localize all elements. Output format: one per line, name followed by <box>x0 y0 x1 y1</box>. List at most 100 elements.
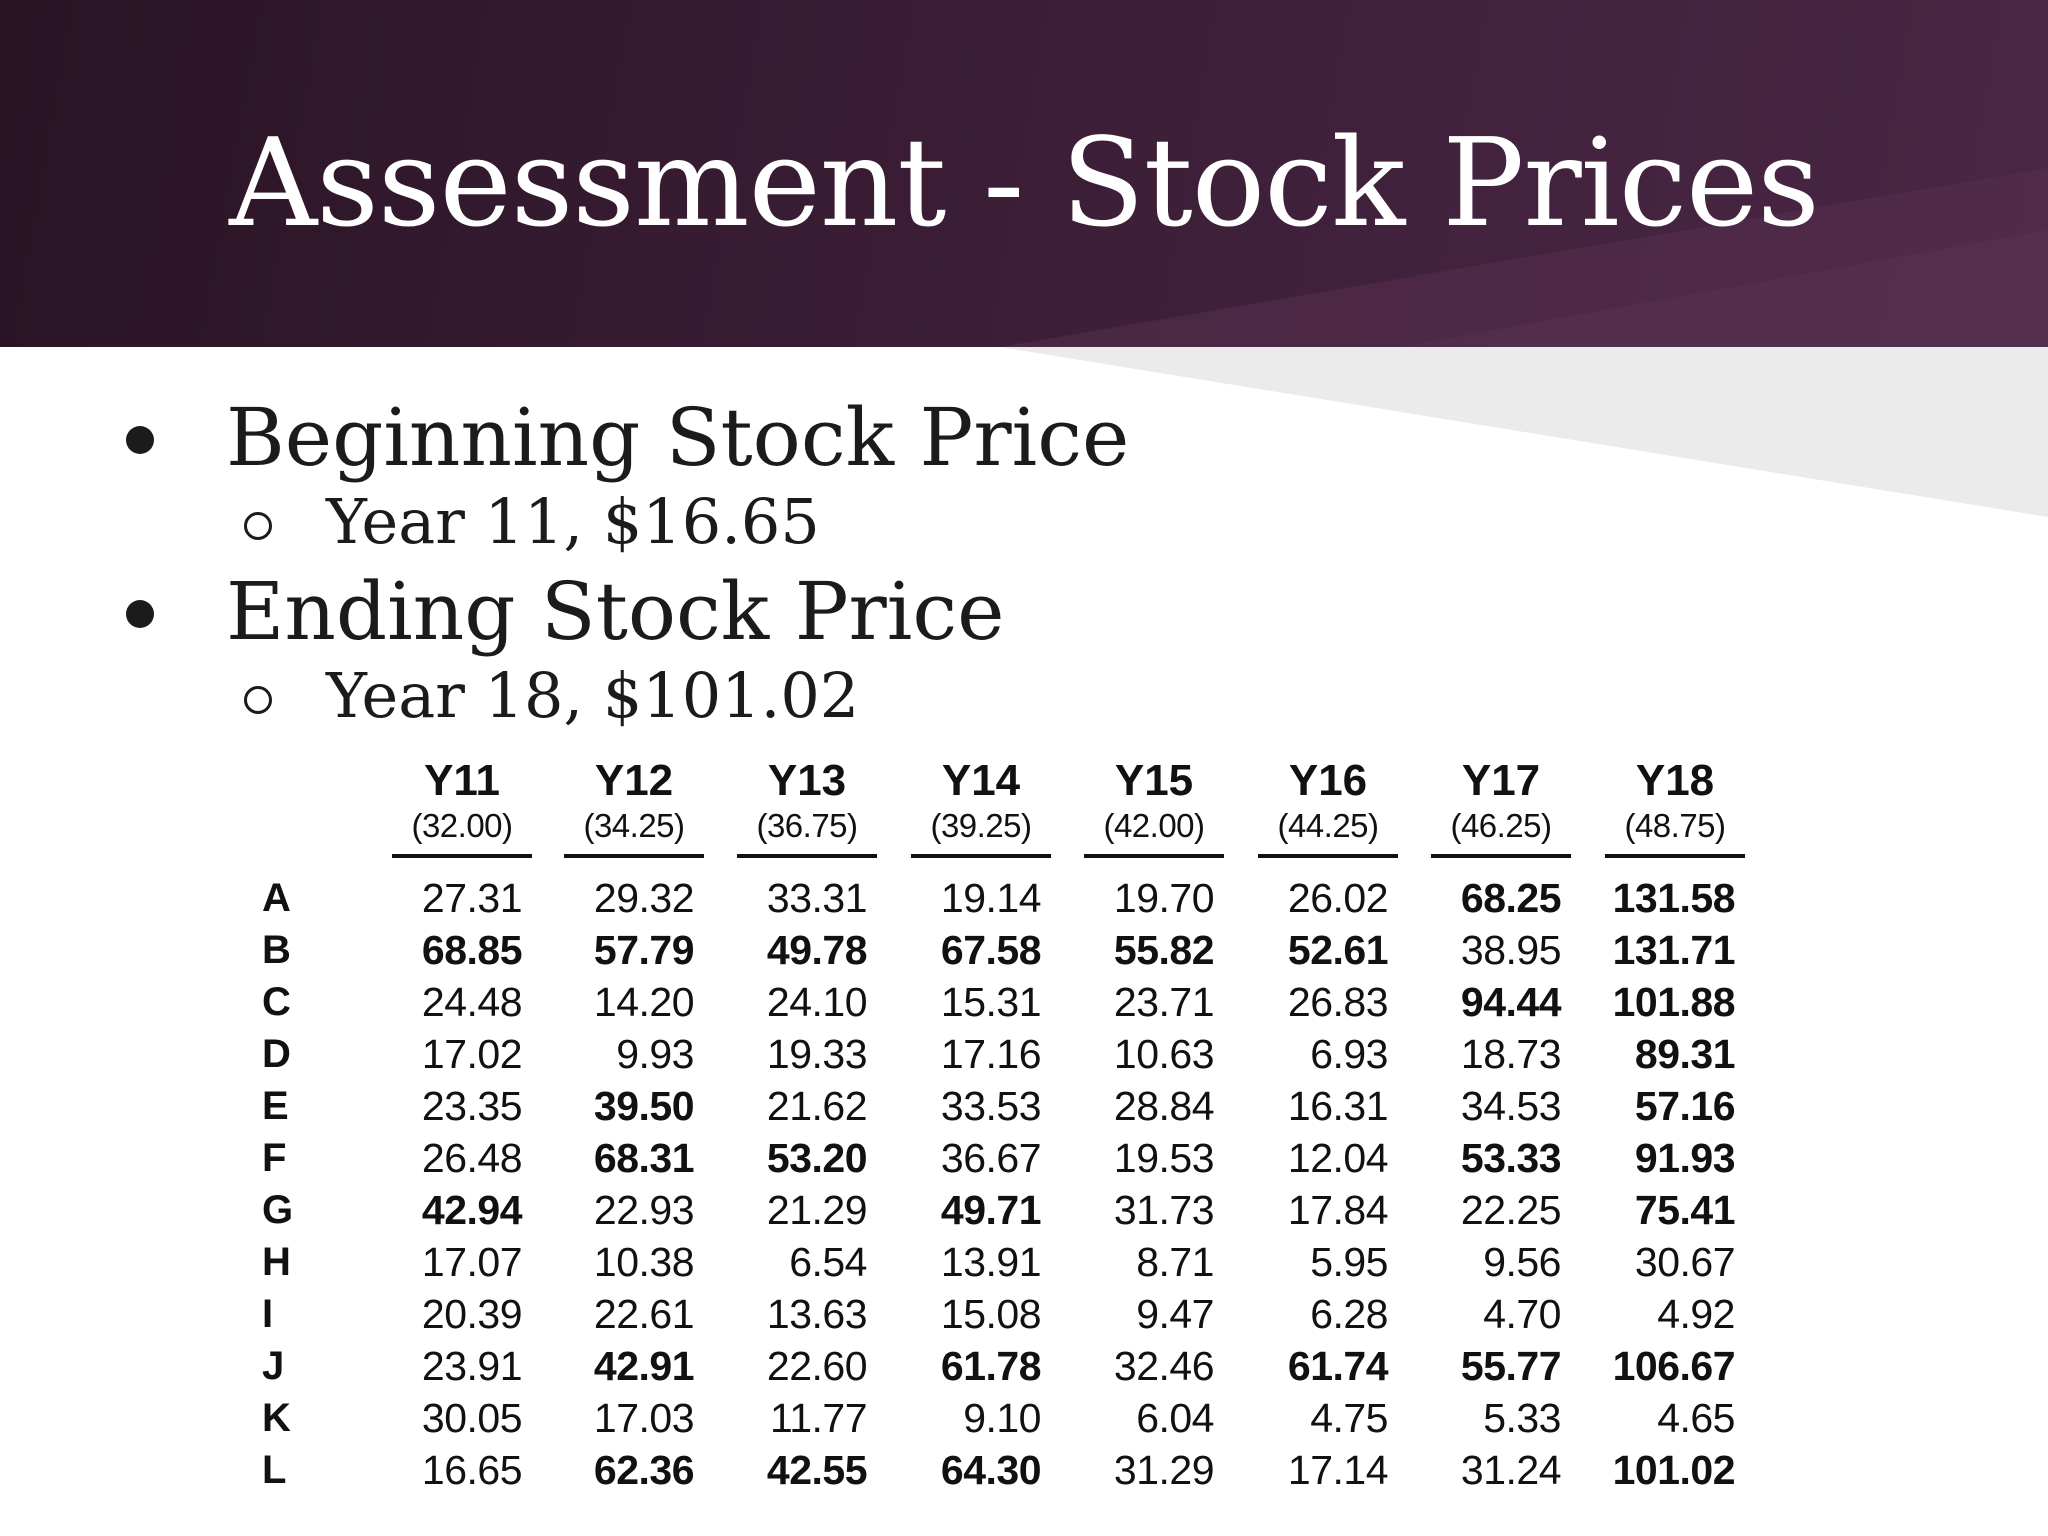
table-cell: 23.71 <box>1113 979 1215 1025</box>
bullet-label: Beginning Stock Price <box>226 391 1130 484</box>
table-cell: 67.58 <box>940 927 1042 973</box>
table-cell: 26.02 <box>1287 875 1389 921</box>
table-cell: 13.91 <box>940 1239 1042 1285</box>
bullet-dot-icon <box>126 600 154 628</box>
title-banner: Assessment - Stock Prices <box>0 0 2048 347</box>
table-cell: 17.03 <box>593 1395 695 1441</box>
table-cell: 39.50 <box>593 1083 695 1129</box>
column-underline <box>911 854 1051 858</box>
table-cell: 49.78 <box>766 927 868 973</box>
table-cell: 18.73 <box>1460 1031 1562 1077</box>
row-label: F <box>262 1136 287 1180</box>
table-cell: 5.33 <box>1483 1395 1561 1441</box>
table-cell: 55.77 <box>1460 1343 1562 1389</box>
table-cell: 38.95 <box>1460 927 1562 973</box>
column-year: Y13 <box>767 756 847 805</box>
table-cell: 22.93 <box>593 1187 695 1233</box>
table-cell: 57.16 <box>1634 1083 1736 1129</box>
table-cell: 32.46 <box>1113 1343 1215 1389</box>
table-cell: 15.08 <box>940 1291 1042 1337</box>
table-cell: 11.77 <box>769 1395 868 1441</box>
table-cell: 14.20 <box>593 979 695 1025</box>
table-cell: 19.33 <box>766 1031 868 1077</box>
table-cell: 62.36 <box>593 1447 695 1493</box>
table-cell: 31.24 <box>1460 1447 1562 1493</box>
column-year: Y12 <box>594 756 674 805</box>
table-cell: 42.91 <box>593 1343 695 1389</box>
column-header: Y14 (39.25) <box>906 756 1056 858</box>
table-cell: 68.25 <box>1460 875 1562 921</box>
table-cell: 9.56 <box>1483 1239 1561 1285</box>
table-cell: 10.38 <box>593 1239 695 1285</box>
table-cell: 31.73 <box>1113 1187 1215 1233</box>
column-year: Y17 <box>1461 756 1541 805</box>
sub-bullet-label: Year 11, $16.65 <box>326 485 820 558</box>
table-cell: 26.83 <box>1287 979 1389 1025</box>
row-label: I <box>262 1292 274 1336</box>
table-cell: 15.31 <box>940 979 1042 1025</box>
column-year: Y18 <box>1635 756 1715 805</box>
table-cell: 89.31 <box>1634 1031 1736 1077</box>
table-cell: 13.63 <box>766 1291 868 1337</box>
table-cell: 6.04 <box>1136 1395 1214 1441</box>
table-cell: 30.67 <box>1634 1239 1736 1285</box>
sub-bullet-label: Year 18, $101.02 <box>326 659 860 732</box>
sub-bullet-circle-icon <box>244 686 272 714</box>
table-cell: 23.35 <box>421 1083 523 1129</box>
table-cell: 94.44 <box>1460 979 1562 1025</box>
table-cell: 26.48 <box>421 1135 523 1181</box>
table-cell: 17.14 <box>1287 1447 1389 1493</box>
table-cell: 33.31 <box>766 875 868 921</box>
column-year: Y16 <box>1288 756 1368 805</box>
table-cell: 61.78 <box>940 1343 1042 1389</box>
column-underline <box>392 854 532 858</box>
column-year: Y11 <box>424 756 500 805</box>
table-cell: 29.32 <box>593 875 695 921</box>
table-cell: 6.54 <box>789 1239 867 1285</box>
table-cell: 42.55 <box>766 1447 868 1493</box>
table-cell: 9.93 <box>616 1031 694 1077</box>
banner-facet-shape <box>1000 168 2048 347</box>
slide-title: Assessment - Stock Prices <box>229 112 1820 254</box>
table-cell: 6.93 <box>1310 1031 1388 1077</box>
table-cell: 27.31 <box>421 875 523 921</box>
row-label: C <box>262 980 291 1024</box>
table-cell: 101.88 <box>1612 979 1736 1025</box>
table-cell: 19.70 <box>1113 875 1215 921</box>
column-underline <box>737 854 877 858</box>
table-cell: 55.82 <box>1113 927 1215 973</box>
table-cell: 30.05 <box>421 1395 523 1441</box>
column-year: Y15 <box>1114 756 1194 805</box>
table-cell: 16.31 <box>1287 1083 1389 1129</box>
column-base-value: (32.00) <box>411 807 513 844</box>
sub-bullet-circle-icon <box>244 512 272 540</box>
table-cell: 53.33 <box>1460 1135 1562 1181</box>
table-cell: 131.58 <box>1612 875 1736 921</box>
table-cell: 8.71 <box>1136 1239 1214 1285</box>
table-cell: 101.02 <box>1612 1447 1736 1493</box>
bullet-label: Ending Stock Price <box>226 565 1005 658</box>
table-cell: 17.84 <box>1287 1187 1389 1233</box>
table-cell: 5.95 <box>1310 1239 1388 1285</box>
column-header: Y17 (46.25) <box>1426 756 1576 858</box>
table-cell: 9.47 <box>1136 1291 1214 1337</box>
column-header: Y18 (48.75) <box>1600 756 1750 858</box>
table-cell: 33.53 <box>940 1083 1042 1129</box>
table-cell: 24.10 <box>766 979 868 1025</box>
bullet-dot-icon <box>126 426 154 454</box>
table-cell: 22.60 <box>766 1343 868 1389</box>
column-base-value: (46.25) <box>1450 807 1552 844</box>
column-header: Y12 (34.25) <box>559 756 709 858</box>
table-cell: 21.29 <box>766 1187 868 1233</box>
table-cell: 23.91 <box>421 1343 523 1389</box>
table-cell: 4.75 <box>1310 1395 1388 1441</box>
table-cell: 21.62 <box>766 1083 868 1129</box>
column-underline <box>1605 854 1745 858</box>
table-cell: 22.25 <box>1460 1187 1562 1233</box>
column-underline <box>1258 854 1398 858</box>
table-cell: 57.79 <box>593 927 695 973</box>
table-cell: 52.61 <box>1287 927 1389 973</box>
background-shape <box>1000 347 2048 517</box>
column-underline <box>564 854 704 858</box>
table-cell: 61.74 <box>1287 1343 1389 1389</box>
